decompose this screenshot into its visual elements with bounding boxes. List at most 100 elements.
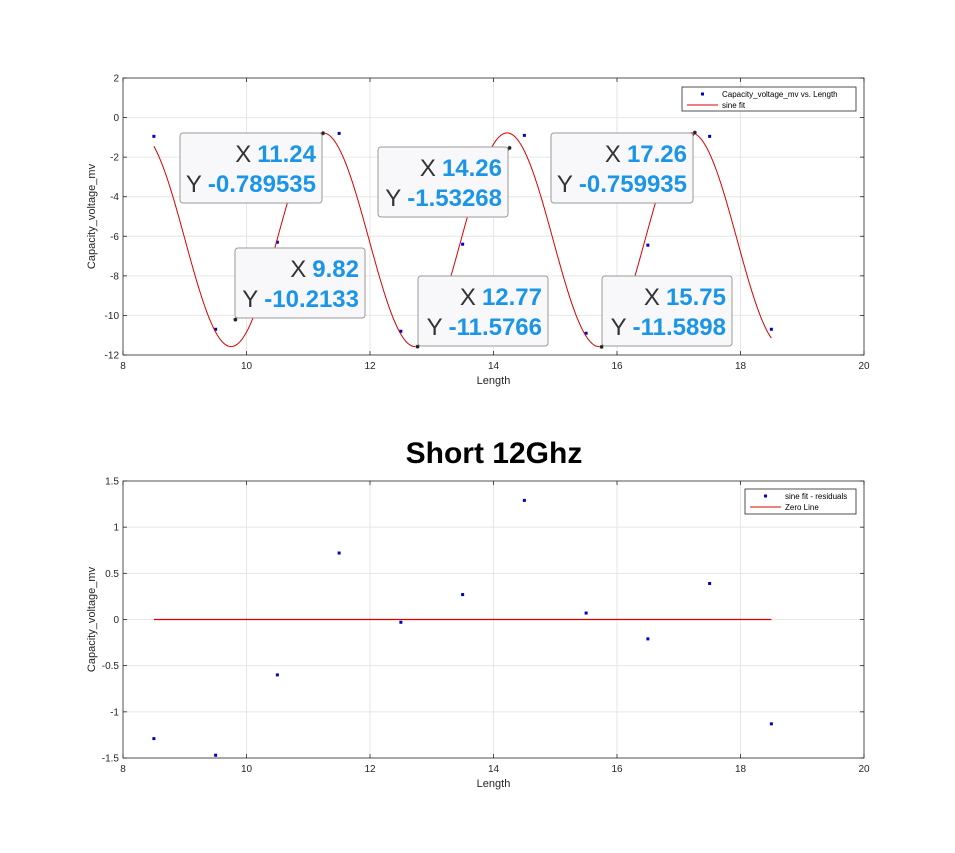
x-tick-label: 8 — [120, 764, 126, 775]
datatip-x-value: 9.82 — [312, 256, 359, 283]
datatip-x-line: X 14.26 — [420, 155, 502, 182]
datatip-box — [377, 146, 509, 218]
datatip-x-line: X 17.26 — [605, 141, 687, 168]
y-tick-label: 2 — [113, 74, 119, 85]
x-tick-label: 14 — [488, 361, 500, 372]
data-point — [337, 551, 341, 555]
legend-entry: sine fit — [722, 101, 746, 110]
data-point — [646, 637, 650, 641]
y-tick-label: -10 — [105, 311, 120, 322]
top-plot: 8 10 12 14 16 18 20 -12 -10 -8 -6 -4 -2 0 2 Length Capac… — [86, 74, 870, 388]
x-tick-label: 10 — [241, 361, 253, 372]
y-tick-label: -0.5 — [102, 661, 120, 672]
datatip-y-value: -1.53268 — [407, 185, 502, 212]
datatip-y-value: -0.759935 — [579, 171, 687, 198]
x-tick-label: 12 — [364, 361, 376, 372]
datatip-y-key: Y — [242, 286, 258, 313]
datatip-x-value: 11.24 — [257, 141, 316, 168]
datatip-y-value: -0.789535 — [208, 171, 316, 198]
y-tick-label: -1 — [110, 707, 119, 718]
x-axis-label: Length — [477, 778, 511, 790]
x-tick-label: 8 — [120, 361, 126, 372]
datatip-y-key: Y — [611, 314, 627, 341]
datatip-box — [234, 247, 366, 319]
data-point — [522, 133, 526, 137]
data-point — [214, 327, 218, 331]
datatip-y-key: Y — [557, 171, 573, 198]
datatip-x-line: X 15.75 — [644, 284, 726, 311]
y-tick-label: -12 — [105, 351, 120, 362]
x-tick-label: 10 — [241, 764, 253, 775]
x-tick-label: 20 — [858, 764, 870, 775]
y-tick-label: -1.5 — [102, 754, 120, 765]
data-point — [337, 131, 341, 135]
datatip-y-line: Y -0.759935 — [557, 171, 687, 198]
x-tick-label: 16 — [611, 361, 623, 372]
y-axis-label: Capacity_voltage_mv — [86, 566, 98, 672]
legend-marker-points — [764, 494, 767, 498]
datatip-y-value: -10.2133 — [264, 286, 359, 313]
data-point — [152, 737, 156, 741]
y-tick-label: 0 — [113, 113, 119, 124]
data-point — [275, 673, 279, 677]
datatip-x-key: X — [420, 155, 436, 182]
datatip-x-key: X — [290, 256, 306, 283]
data-point — [399, 620, 403, 624]
legend-marker-points — [701, 92, 704, 96]
datatip-y-line: Y -0.789535 — [186, 171, 316, 198]
y-tick-label: 0.5 — [105, 569, 119, 580]
x-tick-label: 12 — [364, 764, 376, 775]
y-axis-label: Capacity_voltage_mv — [86, 163, 98, 269]
datatip-y-key: Y — [427, 314, 443, 341]
x-tick-label: 18 — [735, 764, 747, 775]
datatip-y-line: Y -1.53268 — [385, 185, 502, 212]
data-point — [152, 134, 156, 138]
datatip-box — [179, 132, 323, 204]
legend-entry: sine fit - residuals — [785, 492, 847, 501]
data-point — [708, 134, 712, 138]
datatip-x-value: 12.77 — [482, 284, 542, 311]
datatip-x-key: X — [605, 141, 621, 168]
y-tick-label: -4 — [110, 192, 119, 203]
data-point — [769, 722, 773, 726]
data-point — [461, 242, 465, 246]
datatip-y-value: -11.5766 — [449, 314, 542, 341]
data-point — [708, 581, 712, 585]
datatip-y-value: -11.5898 — [633, 314, 726, 341]
chart-title: Short 12Ghz — [406, 437, 583, 470]
y-tick-label: 1.5 — [105, 477, 119, 488]
x-tick-label: 14 — [488, 764, 500, 775]
datatip-x-value: 15.75 — [666, 284, 726, 311]
legend-entry: Zero Line — [785, 503, 819, 512]
x-tick-label: 18 — [735, 361, 747, 372]
data-point — [214, 753, 218, 757]
datatip-x-key: X — [644, 284, 660, 311]
legend-box — [744, 488, 857, 515]
data-point — [646, 243, 650, 247]
data-point — [461, 593, 465, 597]
bottom-plot: 8 10 12 14 16 18 20 -1.5 -1 -0.5 0 0.5 1 1.5 Length Cap… — [86, 477, 870, 791]
data-point — [399, 329, 403, 333]
datatip-x-key: X — [235, 141, 251, 168]
legend-box — [681, 86, 857, 112]
data-point — [769, 327, 773, 331]
datatip-y-line: Y -11.5898 — [611, 314, 726, 341]
y-tick-label: 1 — [113, 523, 119, 534]
datatip-x-value: 14.26 — [442, 155, 502, 182]
datatip-box — [601, 275, 733, 347]
legend-entry: Capacity_voltage_mv vs. Length — [722, 90, 838, 99]
x-tick-label: 20 — [858, 361, 870, 372]
x-tick-label: 16 — [611, 764, 623, 775]
datatip-x-line: X 11.24 — [235, 141, 316, 168]
datatip-y-key: Y — [186, 171, 202, 198]
datatip-y-line: Y -11.5766 — [427, 314, 542, 341]
y-tick-label: 0 — [113, 615, 119, 626]
datatip-x-line: X 12.77 — [460, 284, 542, 311]
datatip-x-key: X — [460, 284, 476, 311]
datatip-x-value: 17.26 — [627, 141, 687, 168]
datatip-y-key: Y — [385, 185, 401, 212]
datatip-box — [417, 275, 549, 347]
datatip-box — [550, 132, 694, 204]
data-point — [522, 498, 526, 502]
